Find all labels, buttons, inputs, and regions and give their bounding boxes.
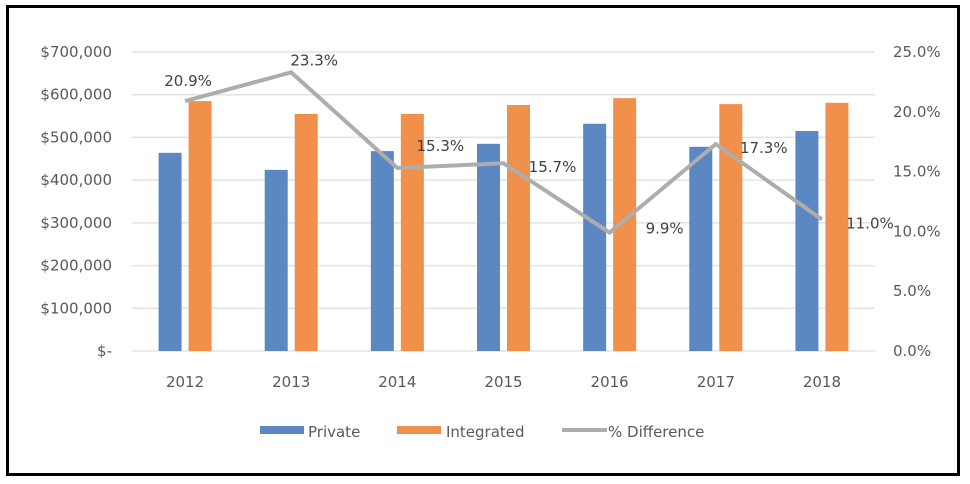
bar-integrated bbox=[507, 104, 530, 351]
percent-difference-line bbox=[184, 70, 824, 236]
data-label: 15.7% bbox=[529, 158, 577, 176]
bar-private bbox=[795, 131, 819, 351]
y2-tick-label: 25.0% bbox=[893, 43, 941, 61]
gridlines bbox=[132, 51, 875, 352]
x-axis: 2012 2013 2014 2015 2016 2017 2018 bbox=[166, 373, 841, 391]
bar-private bbox=[264, 169, 288, 351]
legend-swatch-private bbox=[260, 426, 304, 434]
chart-frame bbox=[6, 5, 960, 476]
bar-integrated bbox=[719, 104, 743, 352]
bar-integrated bbox=[188, 101, 212, 351]
bar-private bbox=[477, 143, 500, 351]
x-tick-label: 2018 bbox=[803, 373, 841, 391]
data-labels: 20.9% 23.3% 15.3% 15.7% 9.9% 17.3% 11.0% bbox=[164, 51, 894, 237]
y-tick-label: $300,000 bbox=[40, 214, 112, 232]
legend-swatch-integrated bbox=[397, 426, 441, 434]
bars bbox=[158, 98, 849, 352]
data-label: 23.3% bbox=[290, 51, 338, 69]
legend-label-difference: % Difference bbox=[608, 423, 704, 441]
data-label: 20.9% bbox=[164, 72, 212, 90]
x-tick-label: 2017 bbox=[697, 373, 735, 391]
y2-tick-label: 5.0% bbox=[893, 282, 931, 300]
line-percent-difference bbox=[184, 70, 824, 236]
data-label: 11.0% bbox=[846, 214, 894, 232]
y-tick-label: $500,000 bbox=[40, 128, 112, 146]
data-label: 17.3% bbox=[740, 139, 788, 157]
y2-tick-label: 15.0% bbox=[893, 163, 941, 181]
x-tick-label: 2014 bbox=[378, 373, 416, 391]
y-tick-label: $- bbox=[97, 342, 112, 360]
y2-tick-label: 0.0% bbox=[893, 342, 931, 360]
x-tick-label: 2016 bbox=[591, 373, 629, 391]
y2-tick-label: 10.0% bbox=[893, 222, 941, 240]
y-tick-label: $400,000 bbox=[40, 171, 112, 189]
bar-private bbox=[583, 123, 607, 351]
legend: Private Integrated % Difference bbox=[260, 423, 704, 441]
x-tick-label: 2015 bbox=[484, 373, 522, 391]
bar-private bbox=[158, 152, 182, 351]
bar-private bbox=[689, 146, 713, 351]
x-tick-label: 2012 bbox=[166, 373, 204, 391]
y-tick-label: $600,000 bbox=[40, 86, 112, 104]
data-label: 9.9% bbox=[646, 220, 684, 238]
data-label: 15.3% bbox=[417, 137, 465, 155]
legend-label-private: Private bbox=[308, 423, 360, 441]
y-tick-label: $200,000 bbox=[40, 257, 112, 275]
bar-integrated bbox=[825, 102, 849, 351]
right-axis: 0.0% 5.0% 10.0% 15.0% 20.0% 25.0% bbox=[893, 43, 941, 360]
bar-integrated bbox=[400, 113, 424, 351]
bar-private bbox=[370, 151, 394, 351]
bar-integrated bbox=[613, 98, 637, 351]
x-tick-label: 2013 bbox=[272, 373, 310, 391]
y-tick-label: $700,000 bbox=[40, 43, 112, 61]
bar-integrated bbox=[294, 113, 318, 351]
left-axis: $- $100,000 $200,000 $300,000 $400,000 $500,0… bbox=[40, 43, 112, 360]
y-tick-label: $100,000 bbox=[40, 299, 112, 317]
legend-label-integrated: Integrated bbox=[446, 423, 525, 441]
y2-tick-label: 20.0% bbox=[893, 103, 941, 121]
